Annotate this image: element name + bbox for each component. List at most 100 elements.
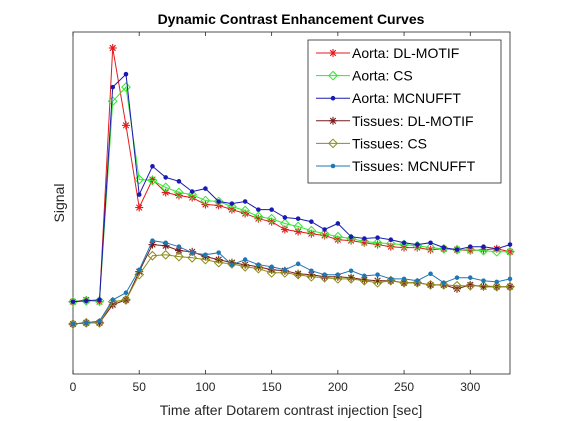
legend-marker bbox=[328, 138, 338, 149]
data-point bbox=[306, 225, 317, 236]
data-point bbox=[174, 191, 183, 200]
data-point bbox=[216, 199, 221, 204]
data-point bbox=[412, 277, 423, 288]
data-point bbox=[269, 264, 274, 270]
data-point bbox=[200, 254, 211, 265]
data-point bbox=[465, 244, 476, 255]
data-point bbox=[174, 251, 184, 262]
data-point bbox=[163, 175, 168, 180]
data-point bbox=[174, 187, 184, 198]
data-point bbox=[505, 281, 515, 292]
data-point bbox=[282, 215, 288, 220]
data-point bbox=[136, 267, 142, 273]
chart-title: Dynamic Contrast Enhancement Curves bbox=[158, 11, 425, 27]
data-point bbox=[293, 221, 304, 232]
legend-entry: Tissues: MCNUFFT bbox=[316, 158, 476, 174]
series-line bbox=[72, 73, 511, 303]
data-point bbox=[332, 273, 343, 284]
data-point bbox=[306, 271, 317, 282]
data-point bbox=[121, 82, 131, 93]
data-point bbox=[135, 203, 144, 212]
data-point bbox=[465, 280, 476, 291]
data-point bbox=[240, 205, 251, 216]
data-point bbox=[108, 44, 117, 52]
data-point bbox=[94, 295, 105, 306]
data-point bbox=[280, 225, 289, 234]
x-tick-label: 200 bbox=[328, 380, 348, 394]
data-point bbox=[415, 278, 420, 283]
data-point bbox=[266, 213, 277, 224]
data-point bbox=[505, 246, 515, 257]
data-point bbox=[491, 246, 502, 257]
data-point bbox=[68, 319, 78, 329]
data-point bbox=[295, 216, 301, 221]
data-point bbox=[295, 261, 301, 267]
data-point bbox=[425, 279, 436, 290]
data-point bbox=[123, 290, 129, 296]
data-point bbox=[240, 261, 251, 272]
data-point bbox=[110, 84, 116, 90]
data-point bbox=[97, 318, 102, 324]
data-point bbox=[203, 252, 208, 258]
data-point bbox=[279, 267, 290, 278]
series-2 bbox=[70, 71, 513, 305]
x-axis-label: Time after Dotarem contrast injection [s… bbox=[160, 402, 422, 418]
data-point bbox=[467, 275, 473, 280]
data-point bbox=[362, 236, 367, 241]
data-point bbox=[242, 257, 248, 262]
data-point bbox=[507, 242, 513, 247]
data-point bbox=[467, 244, 473, 249]
legend-marker bbox=[330, 163, 336, 169]
data-point bbox=[134, 269, 145, 280]
data-point bbox=[174, 246, 183, 255]
series-layer bbox=[68, 44, 515, 329]
legend-label: Aorta: DL-MOTIF bbox=[352, 45, 459, 61]
data-point bbox=[97, 297, 102, 303]
x-tick-label: 0 bbox=[70, 380, 77, 394]
data-point bbox=[494, 246, 500, 252]
legend-marker bbox=[328, 70, 338, 81]
data-point bbox=[481, 278, 486, 283]
data-point bbox=[359, 275, 370, 286]
legend-box bbox=[307, 39, 502, 184]
data-point bbox=[375, 235, 380, 240]
data-point bbox=[160, 249, 171, 260]
x-tick-label: 150 bbox=[262, 380, 282, 394]
data-point bbox=[227, 201, 237, 212]
legend-label: Tissues: MCNUFFT bbox=[352, 158, 476, 174]
legend-label: Aorta: CS bbox=[352, 68, 413, 84]
data-point bbox=[189, 250, 195, 255]
data-point bbox=[372, 237, 383, 248]
data-point bbox=[322, 272, 327, 277]
data-point bbox=[70, 321, 76, 327]
data-point bbox=[507, 276, 513, 282]
data-point bbox=[335, 272, 341, 277]
data-point bbox=[335, 221, 341, 226]
data-point bbox=[359, 236, 370, 247]
data-point bbox=[269, 207, 274, 212]
data-point bbox=[401, 276, 407, 282]
data-point bbox=[163, 240, 168, 246]
legend-label: Tissues: CS bbox=[352, 135, 427, 151]
data-point bbox=[147, 175, 158, 186]
data-point bbox=[229, 201, 235, 206]
data-point bbox=[279, 218, 290, 229]
data-point bbox=[253, 263, 264, 274]
x-tick-label: 50 bbox=[133, 380, 147, 394]
data-point bbox=[372, 277, 383, 288]
data-point bbox=[266, 267, 277, 278]
data-point bbox=[388, 237, 394, 243]
data-point bbox=[176, 244, 182, 249]
data-point bbox=[399, 277, 409, 288]
data-point bbox=[348, 268, 354, 274]
data-point bbox=[388, 276, 394, 282]
data-point bbox=[213, 257, 224, 268]
data-point bbox=[441, 245, 447, 250]
data-point bbox=[189, 189, 195, 194]
data-point bbox=[83, 320, 89, 326]
data-point bbox=[478, 245, 489, 256]
data-point bbox=[385, 238, 396, 249]
data-point bbox=[150, 238, 155, 243]
data-point bbox=[161, 188, 170, 197]
